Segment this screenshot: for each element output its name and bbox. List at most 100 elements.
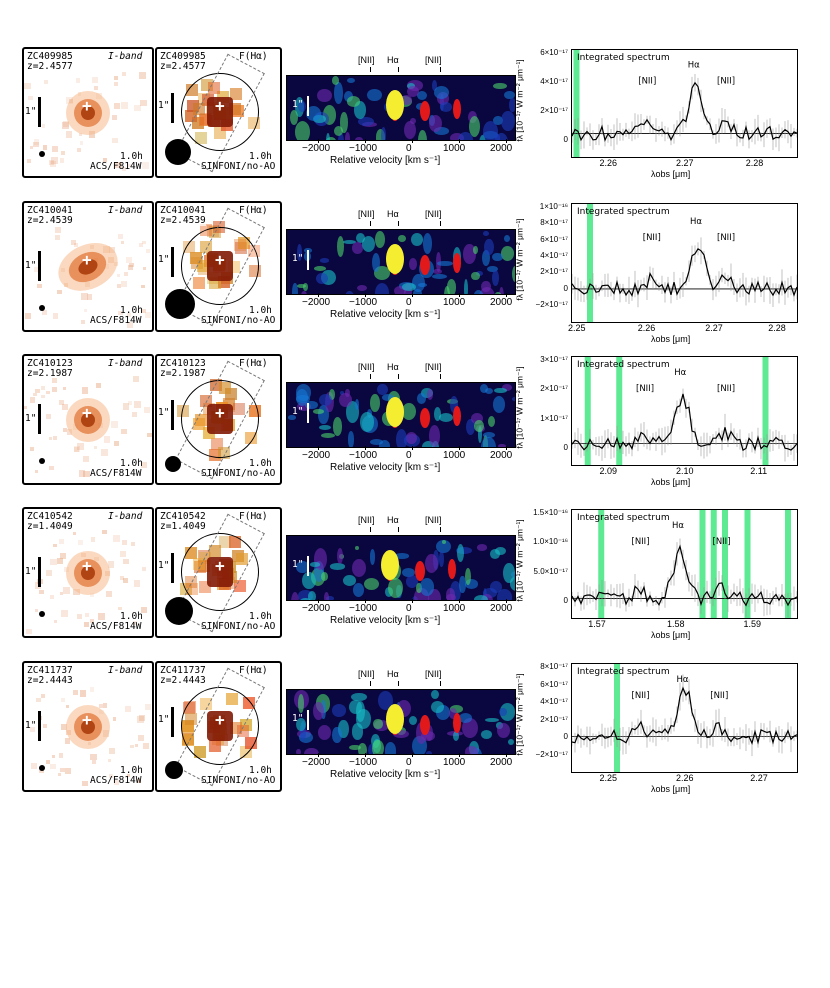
map-feature [307, 590, 317, 600]
map-feature [497, 589, 512, 600]
map-feature [456, 546, 472, 554]
galaxy-id: ZC410041 [27, 205, 73, 216]
axis-tick-label: 0 [406, 603, 412, 614]
map-feature [495, 546, 506, 555]
scale-bar [307, 710, 309, 730]
noise-pixel [95, 383, 101, 389]
instrument-label: SINFONI/no-AO [201, 775, 276, 786]
noise-pixel [35, 608, 39, 612]
map-feature [310, 562, 321, 567]
masked-skyline [614, 664, 620, 772]
axis-tick-label: 2000 [490, 757, 513, 768]
map-feature [402, 282, 416, 292]
psf-beam-icon [39, 611, 45, 617]
noise-pixel [73, 532, 77, 536]
spec-ytick-label: 8×10⁻¹⁷ [540, 218, 568, 228]
map-feature [456, 543, 464, 562]
noise-pixel [57, 289, 62, 294]
map-feature [476, 270, 484, 277]
masked-skyline [722, 510, 728, 618]
noise-pixel [81, 387, 89, 395]
velocity-map: 1" [286, 382, 516, 448]
map-feature [298, 100, 307, 113]
map-feature [297, 283, 306, 288]
noise-pixel [134, 104, 141, 112]
spectrum-plot: Integrated spectrum [NII] Hα [NII] [571, 203, 798, 323]
noise-pixel [28, 95, 33, 100]
map-label: F(Hα) [239, 358, 268, 369]
map-feature [351, 558, 367, 578]
masked-skyline [699, 510, 706, 618]
map-feature [340, 112, 348, 133]
noise-pixel [50, 763, 56, 770]
map-feature [355, 233, 365, 244]
noise-pixel [126, 773, 130, 777]
line-marker [398, 374, 399, 379]
map-feature [450, 581, 462, 600]
map-feature [384, 742, 397, 754]
map-label: F(Hα) [239, 205, 268, 216]
noise-pixel [140, 462, 147, 469]
noise-pixel [41, 386, 45, 390]
galaxy-emission [81, 106, 95, 120]
map-feature [421, 731, 436, 742]
axis-tick-label: −1000 [349, 297, 378, 308]
map-feature [364, 577, 380, 590]
noise-pixel [60, 767, 65, 773]
map-feature [434, 127, 450, 135]
map-feature [298, 590, 313, 600]
map-feature [492, 291, 503, 294]
noise-pixel [138, 71, 146, 79]
center-cross-icon: + [215, 710, 225, 729]
galaxy-emission [81, 413, 95, 427]
line-label: [NII] [425, 669, 442, 679]
scale-bar [38, 557, 41, 587]
line-marker [398, 67, 399, 72]
noise-pixel [126, 256, 132, 263]
line-marker [440, 527, 441, 532]
map-feature [351, 693, 367, 702]
map-feature [425, 750, 433, 754]
map-feature [406, 82, 416, 90]
noise-pixel [78, 540, 83, 545]
noise-pixel [119, 550, 127, 557]
map-feature [354, 101, 366, 119]
noise-pixel [41, 694, 46, 699]
spec-ytick-label: 3×10⁻¹⁷ [540, 355, 568, 364]
axis-tick-label: 0 [406, 143, 412, 154]
noise-pixel [73, 690, 79, 695]
noise-pixel [45, 759, 51, 765]
emission-feature [420, 408, 430, 428]
map-feature [507, 738, 515, 745]
noise-pixel [141, 284, 145, 289]
map-feature [321, 572, 329, 581]
map-feature [296, 748, 301, 754]
noise-pixel [53, 620, 57, 624]
noise-pixel [84, 612, 89, 617]
galaxy-id: ZC411737 [160, 665, 206, 676]
map-feature [463, 244, 476, 264]
spectrum-svg: Integrated spectrum [NII] Hα [NII] [572, 50, 797, 157]
map-feature [397, 234, 406, 242]
scale-bar [307, 250, 309, 270]
noise-pixel [108, 774, 113, 779]
line-label: [NII] [643, 233, 661, 243]
map-feature [409, 258, 418, 271]
emission-feature [386, 90, 404, 120]
map-feature [406, 86, 420, 98]
noise-pixel [49, 594, 54, 600]
masked-skyline [573, 50, 580, 157]
map-feature [340, 390, 345, 396]
noise-pixel [58, 538, 64, 545]
scale-label: 1" [292, 713, 304, 724]
scale-bar [38, 251, 41, 281]
scale-label: 1" [158, 560, 170, 571]
map-feature [288, 414, 297, 420]
map-feature [372, 740, 384, 754]
line-label: Hα [387, 515, 399, 525]
noise-pixel [140, 99, 147, 107]
map-feature [379, 439, 391, 447]
sinfoni-panel: + ZC410041 z=2.4539 F(Hα) 1" 1.0h SINFONI/no-A… [155, 201, 282, 332]
scale-bar [171, 553, 174, 583]
noise-pixel [79, 690, 87, 697]
